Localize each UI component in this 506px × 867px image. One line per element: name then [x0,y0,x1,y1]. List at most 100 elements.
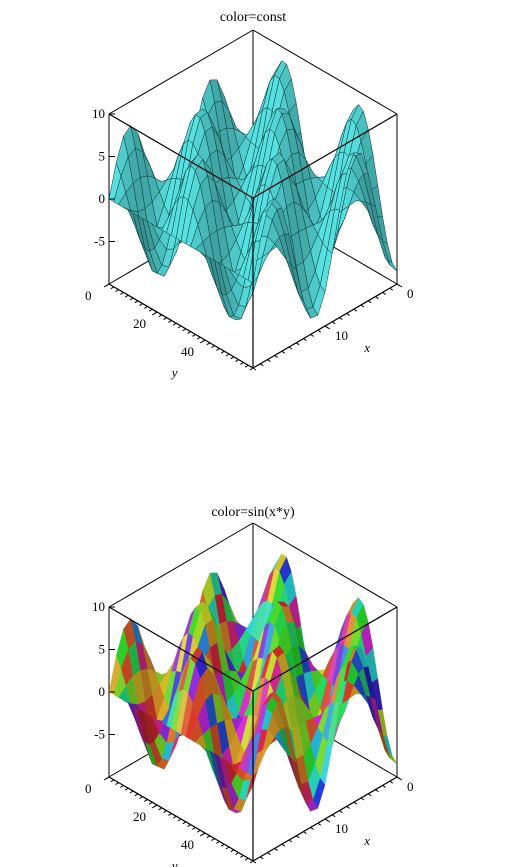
y-minor-tick [134,793,139,797]
y-tick-label: 40 [181,344,194,359]
x-minor-tick [288,346,293,350]
y-minor-tick [235,852,239,856]
y-minor-tick [225,846,230,850]
x-tick-label: 0 [407,779,414,794]
x-axis-label: x [363,833,370,848]
y-minor-tick [192,826,196,830]
x-minor-tick [382,784,386,788]
x-minor-tick [252,860,257,864]
plot-title: color=sin(x*y) [211,505,295,520]
x-minor-tick [259,363,264,367]
y-minor-tick [182,821,187,825]
y-minor-tick [110,779,115,783]
surface-plot-constant-color: 0 10 x 0 20 40y 10 5 0 -5 [85,29,414,380]
y-minor-tick [235,359,239,363]
x-minor-tick [274,354,278,358]
plot-panel-sin-color: color=sin(x*y) 0 10 x 0 20 40 y 10 5 0 -5 [0,495,506,867]
x-minor-tick [252,367,257,371]
x-minor-tick [281,350,286,354]
y-minor-tick [196,336,201,340]
y-minor-tick [201,339,206,343]
x-minor-tick [274,847,278,851]
y-minor-tick [196,829,201,833]
x-minor-tick [360,797,365,801]
box-edge [108,113,254,199]
x-tick-label: 0 [407,286,414,301]
y-minor-tick [177,325,182,329]
x-minor-tick [310,826,314,830]
y-minor-tick [110,286,115,290]
y-minor-tick [168,319,172,323]
plot-title: color=const [219,10,287,25]
y-minor-tick [187,824,191,828]
y-minor-tick [211,838,215,842]
y-minor-tick [129,297,134,301]
x-tick-label: 10 [335,328,348,343]
x-minor-tick [317,822,322,826]
box-edge [108,606,254,692]
x-minor-tick [353,308,358,312]
surface-plot-sin-color: 0 10 x 0 20 40y 10 5 0 -5 [85,522,414,867]
x-minor-tick [324,818,329,822]
y-minor-tick [187,331,191,335]
y-minor-tick [230,356,235,360]
box-edge [108,522,254,608]
x-minor-tick [259,856,264,860]
z-tick-label: 10 [92,599,105,614]
y-minor-tick [124,787,129,791]
y-minor-tick [139,796,143,800]
x-minor-tick [288,839,293,843]
x-minor-tick [375,789,379,793]
x-minor-tick [346,312,350,316]
y-minor-tick [105,776,110,780]
surface-patch [247,240,261,284]
y-minor-tick [148,801,153,805]
x-minor-tick [346,805,350,809]
y-minor-tick [244,857,249,861]
y-minor-tick [220,350,225,354]
x-minor-tick [360,304,365,308]
y-minor-tick [216,347,220,351]
y-minor-tick [144,305,148,309]
y-minor-tick [124,294,129,298]
y-axis-label: y [170,365,178,380]
x-minor-tick [267,852,271,856]
box-edge [252,29,398,115]
y-axis-label: y [170,858,178,867]
y-minor-tick [148,308,153,312]
x-minor-tick [281,843,286,847]
y-tick-label: 0 [85,288,92,303]
x-minor-tick [389,287,394,291]
y-minor-tick [182,328,187,332]
z-tick-label: 5 [99,149,106,164]
y-minor-tick [230,849,235,853]
x-minor-tick [396,283,401,287]
x-minor-tick [295,835,300,839]
y-minor-tick [153,311,158,315]
y-minor-tick [225,353,230,357]
y-minor-tick [115,782,119,786]
surface-patch [248,733,261,777]
plot-panel-constant-color: color=const 0 10 x 0 20 40 y 10 5 0 -5 [0,0,506,380]
x-axis-label: x [363,340,370,355]
x-minor-tick [389,780,394,784]
y-minor-tick [211,345,215,349]
y-minor-tick [249,860,254,864]
y-minor-tick [177,818,182,822]
x-minor-tick [367,793,372,797]
y-minor-tick [244,364,249,368]
z-tick-label: 5 [99,642,106,657]
box-edge [252,606,398,692]
y-minor-tick [240,854,244,858]
y-minor-tick [153,804,158,808]
x-minor-tick [317,329,322,333]
x-minor-tick [331,321,336,325]
y-minor-tick [172,815,177,819]
y-minor-tick [240,361,244,365]
z-tick-label: -5 [94,727,105,742]
x-tick-label: 10 [335,821,348,836]
x-minor-tick [303,831,307,835]
y-minor-tick [129,790,134,794]
x-minor-tick [267,359,271,363]
y-minor-tick [139,303,143,307]
